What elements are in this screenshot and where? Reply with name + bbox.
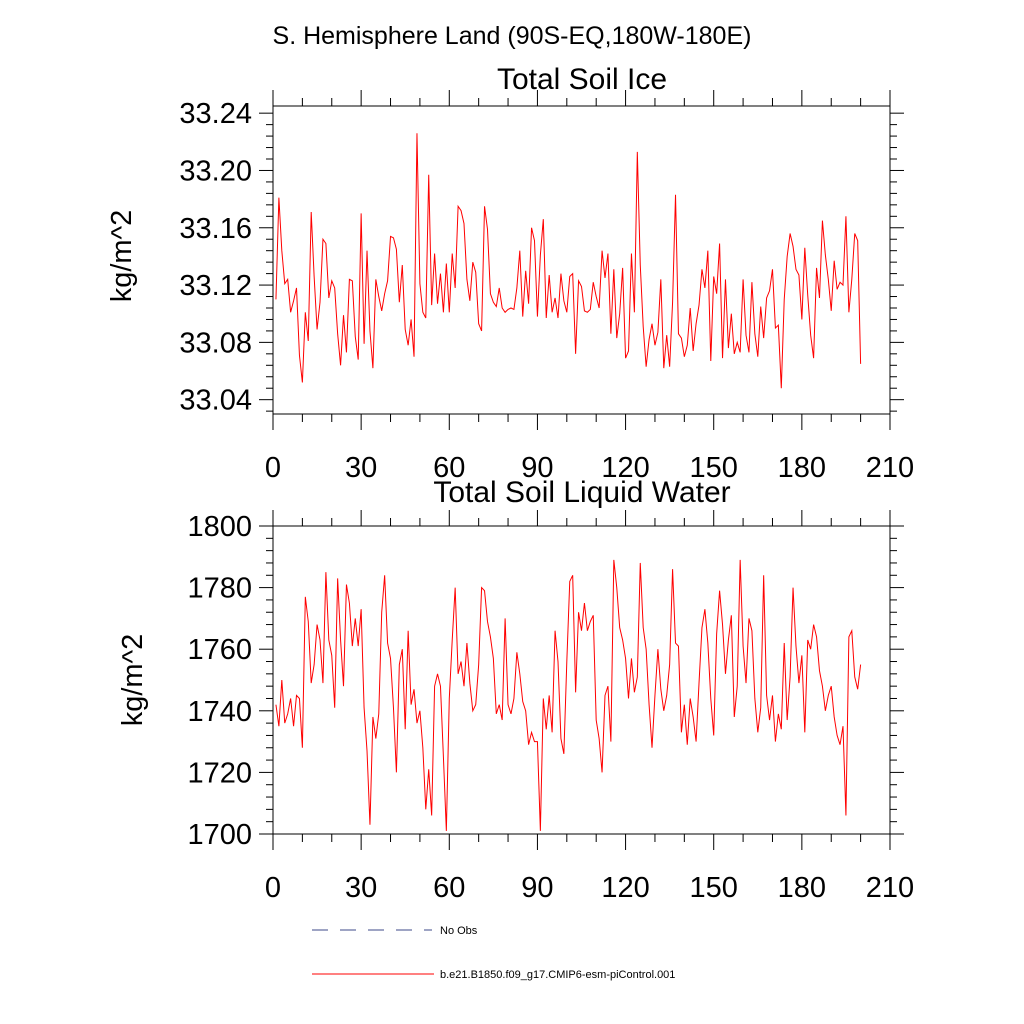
y-tick-label: 1780 xyxy=(187,573,252,605)
x-tick-label: 180 xyxy=(778,452,826,484)
y-tick-label: 1760 xyxy=(187,634,252,666)
series-line xyxy=(275,559,862,831)
y-tick-label: 1700 xyxy=(187,819,252,851)
legend: No Obs b.e21.B1850.f09_g17.CMIP6-esm-piC… xyxy=(312,925,675,981)
x-tick-label: 150 xyxy=(690,872,738,904)
x-tick-label: 0 xyxy=(265,452,281,484)
x-tick-label: 0 xyxy=(265,872,281,904)
plot-total-soil-ice: Total Soil Ice kg/m^2 0 30 60 90 120 150 180 21… xyxy=(106,63,914,484)
legend-model-label: b.e21.B1850.f09_g17.CMIP6-esm-piControl.… xyxy=(440,969,675,981)
x-tick-label: 90 xyxy=(521,872,553,904)
y-tick-label: 33.24 xyxy=(179,98,252,130)
legend-obs-label: No Obs xyxy=(440,925,478,937)
y-tick-label: 1800 xyxy=(187,511,252,543)
plot-frame xyxy=(272,525,891,835)
y-tick-label: 33.08 xyxy=(179,327,252,359)
y-tick-label: 1740 xyxy=(187,696,252,728)
y-tick-label: 33.12 xyxy=(179,270,252,302)
x-tick-label: 90 xyxy=(521,452,553,484)
y-tick-label: 1720 xyxy=(187,757,252,789)
x-tick-label: 120 xyxy=(601,872,649,904)
x-tick-label: 180 xyxy=(778,872,826,904)
y-tick-label: 33.16 xyxy=(179,213,252,245)
x-tick-label: 60 xyxy=(433,872,465,904)
plot-title: Total Soil Liquid Water xyxy=(433,476,730,509)
x-tick-label: 30 xyxy=(345,452,377,484)
y-tick-label: 33.04 xyxy=(179,385,252,417)
series-line xyxy=(275,133,862,389)
plot-frame xyxy=(272,105,891,415)
plot-total-soil-liquid-water: Total Soil Liquid Water kg/m^2 0 30 60 90 12… xyxy=(117,476,914,904)
x-tick-label: 210 xyxy=(866,872,914,904)
x-tick-label: 210 xyxy=(866,452,914,484)
x-tick-label: 150 xyxy=(690,452,738,484)
y-axis-label: kg/m^2 xyxy=(106,210,138,303)
plot-title: Total Soil Ice xyxy=(497,63,667,96)
x-tick-label: 60 xyxy=(433,452,465,484)
y-axis-label: kg/m^2 xyxy=(117,634,149,727)
y-tick-label: 33.20 xyxy=(179,155,252,187)
x-tick-label: 120 xyxy=(601,452,649,484)
figure-title: S. Hemisphere Land (90S-EQ,180W-180E) xyxy=(273,22,752,50)
x-tick-label: 30 xyxy=(345,872,377,904)
